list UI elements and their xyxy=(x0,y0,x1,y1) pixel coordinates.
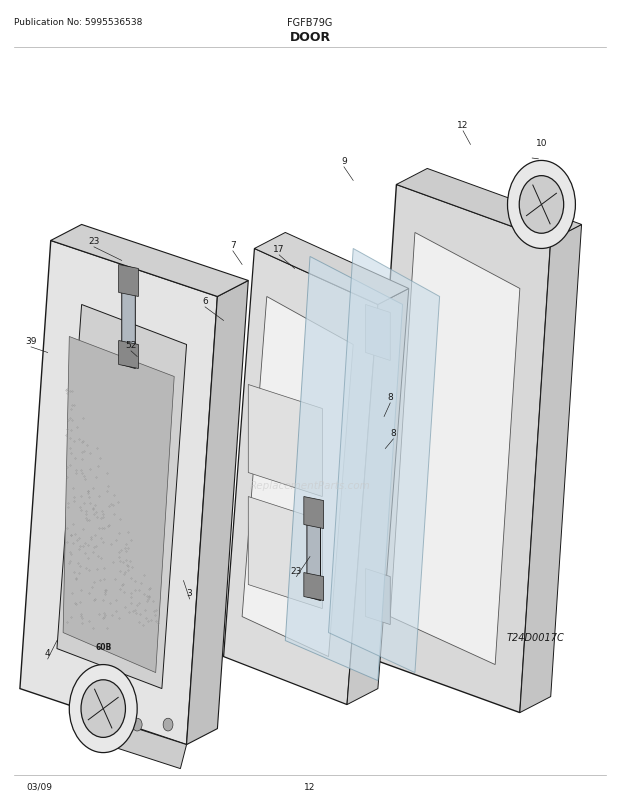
Text: DOOR: DOOR xyxy=(290,30,330,44)
Polygon shape xyxy=(366,569,390,625)
Text: 9: 9 xyxy=(341,156,347,166)
Polygon shape xyxy=(118,341,138,369)
Text: 60B: 60B xyxy=(95,642,112,651)
Polygon shape xyxy=(248,385,322,497)
Circle shape xyxy=(69,665,137,752)
Polygon shape xyxy=(57,305,187,689)
Text: ReplacementParts.com: ReplacementParts.com xyxy=(250,480,370,490)
Text: FGFB79G: FGFB79G xyxy=(287,18,333,28)
Text: T24D0017C: T24D0017C xyxy=(507,632,564,642)
Text: 23: 23 xyxy=(88,237,100,245)
Polygon shape xyxy=(329,249,440,673)
Text: 12: 12 xyxy=(458,121,469,130)
Text: 03/09: 03/09 xyxy=(26,782,52,791)
Polygon shape xyxy=(118,265,138,297)
Circle shape xyxy=(95,719,105,731)
Polygon shape xyxy=(254,233,409,305)
Text: 3: 3 xyxy=(187,589,193,597)
Text: 4: 4 xyxy=(45,648,50,658)
Polygon shape xyxy=(347,289,409,705)
Circle shape xyxy=(519,176,564,234)
Polygon shape xyxy=(248,497,322,609)
Text: 12: 12 xyxy=(304,782,316,791)
Polygon shape xyxy=(285,257,402,681)
Text: 23: 23 xyxy=(291,566,302,575)
Polygon shape xyxy=(82,713,187,768)
Polygon shape xyxy=(122,269,135,369)
Polygon shape xyxy=(51,225,248,297)
Text: 7: 7 xyxy=(230,241,236,249)
Circle shape xyxy=(508,161,575,249)
Polygon shape xyxy=(307,501,321,601)
Polygon shape xyxy=(187,282,248,745)
Polygon shape xyxy=(20,241,218,745)
Text: 10: 10 xyxy=(536,139,547,148)
Circle shape xyxy=(81,680,125,738)
Text: 52: 52 xyxy=(125,341,136,350)
Polygon shape xyxy=(520,225,582,713)
Polygon shape xyxy=(224,249,378,705)
Polygon shape xyxy=(304,573,324,601)
Polygon shape xyxy=(63,337,174,673)
Circle shape xyxy=(163,719,173,731)
Polygon shape xyxy=(366,185,551,713)
Text: 8: 8 xyxy=(388,392,393,402)
Text: 8: 8 xyxy=(391,428,396,437)
Text: 39: 39 xyxy=(25,337,37,346)
Circle shape xyxy=(132,719,142,731)
Text: 6: 6 xyxy=(202,297,208,306)
Polygon shape xyxy=(396,169,582,241)
Polygon shape xyxy=(366,305,390,361)
Polygon shape xyxy=(242,297,353,657)
Polygon shape xyxy=(304,497,324,529)
Text: 17: 17 xyxy=(273,245,285,253)
Polygon shape xyxy=(390,233,520,665)
Text: Publication No: 5995536538: Publication No: 5995536538 xyxy=(14,18,142,27)
